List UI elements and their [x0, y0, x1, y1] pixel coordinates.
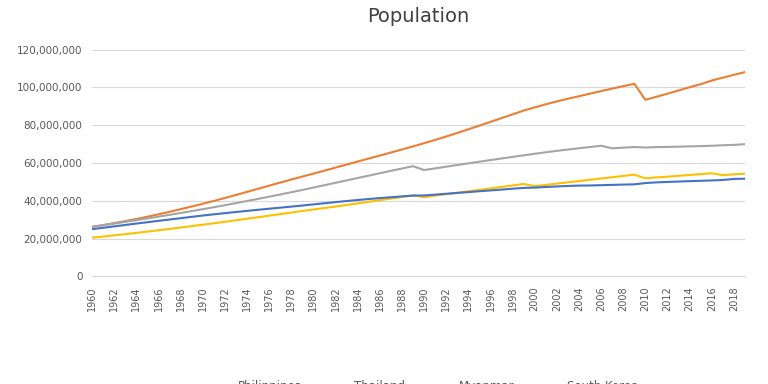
Philippines [276, 180, 285, 185]
Philippines [309, 171, 318, 176]
Line: Myanmar: Myanmar [92, 173, 745, 238]
South Korea [198, 213, 207, 218]
Thailand [309, 185, 318, 190]
Thailand [253, 197, 263, 201]
South Korea [309, 202, 318, 207]
Myanmar [740, 171, 750, 176]
Thailand [298, 188, 307, 192]
Myanmar [707, 171, 717, 175]
South Korea [88, 227, 97, 232]
Philippines [497, 116, 506, 121]
Myanmar [253, 215, 263, 220]
Myanmar [276, 212, 285, 217]
Philippines [298, 174, 307, 179]
Title: Population: Population [367, 7, 470, 26]
Thailand [276, 192, 285, 197]
Line: South Korea: South Korea [92, 179, 745, 229]
Thailand [497, 156, 506, 161]
South Korea [298, 203, 307, 208]
Myanmar [88, 235, 97, 240]
South Korea [497, 187, 506, 192]
Philippines [88, 225, 97, 229]
Thailand [198, 207, 207, 212]
Line: Thailand: Thailand [92, 144, 745, 227]
Thailand [88, 225, 97, 229]
Philippines [740, 70, 750, 74]
South Korea [740, 176, 750, 181]
Line: Philippines: Philippines [92, 72, 745, 227]
Philippines [253, 187, 263, 191]
Myanmar [497, 185, 506, 189]
Myanmar [298, 209, 307, 213]
Myanmar [198, 222, 207, 227]
South Korea [253, 207, 263, 212]
Thailand [740, 142, 750, 146]
Legend: Philippines, Thailand, Myanmar, South Korea: Philippines, Thailand, Myanmar, South Ko… [194, 376, 644, 384]
Myanmar [309, 207, 318, 212]
South Korea [276, 205, 285, 210]
Philippines [198, 202, 207, 206]
